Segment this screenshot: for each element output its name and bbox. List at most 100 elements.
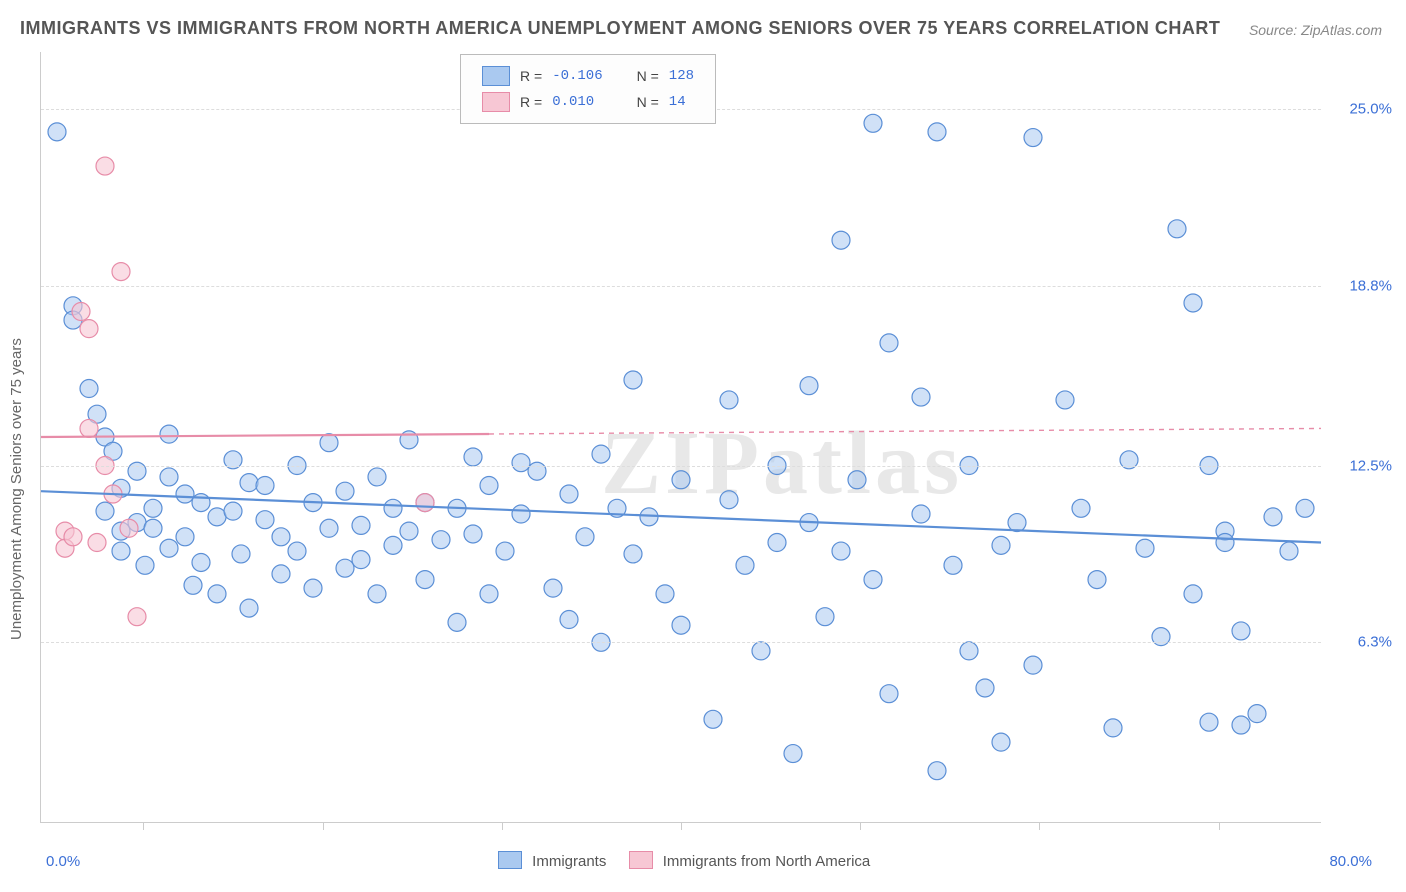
scatter-point [656, 585, 674, 603]
scatter-point [80, 380, 98, 398]
scatter-point [576, 528, 594, 546]
scatter-point [88, 534, 106, 552]
x-axis-max-label: 80.0% [1329, 853, 1372, 870]
scatter-point [160, 539, 178, 557]
scatter-point [272, 528, 290, 546]
source-attribution: Source: ZipAtlas.com [1249, 22, 1382, 38]
scatter-point [368, 468, 386, 486]
scatter-point [144, 499, 162, 517]
chart-title: IMMIGRANTS VS IMMIGRANTS FROM NORTH AMER… [20, 18, 1220, 39]
scatter-point [1296, 499, 1314, 517]
scatter-point [80, 320, 98, 338]
y-tick-label: 25.0% [1349, 101, 1392, 118]
scatter-point [592, 445, 610, 463]
x-tickmark [860, 822, 861, 830]
scatter-point [224, 502, 242, 520]
scatter-point [560, 485, 578, 503]
scatter-point [256, 511, 274, 529]
y-axis-label: Unemployment Among Seniors over 75 years [8, 338, 25, 640]
scatter-point [336, 559, 354, 577]
scatter-point [784, 745, 802, 763]
scatter-point [208, 585, 226, 603]
scatter-point [240, 599, 258, 617]
scatter-point [400, 522, 418, 540]
x-tickmark [1219, 822, 1220, 830]
scatter-point [80, 419, 98, 437]
scatter-point [1216, 534, 1234, 552]
x-tickmark [681, 822, 682, 830]
scatter-point [848, 471, 866, 489]
scatter-point [1184, 585, 1202, 603]
scatter-point [64, 528, 82, 546]
gridline [41, 642, 1321, 643]
stat-r-value: 0.010 [551, 91, 603, 113]
scatter-point [912, 388, 930, 406]
scatter-point [1232, 622, 1250, 640]
scatter-point [144, 519, 162, 537]
scatter-point [992, 536, 1010, 554]
scatter-point [912, 505, 930, 523]
scatter-point [736, 556, 754, 574]
scatter-point [672, 471, 690, 489]
scatter-point [288, 542, 306, 560]
scatter-point [1104, 719, 1122, 737]
scatter-point [136, 556, 154, 574]
scatter-point [992, 733, 1010, 751]
scatter-point [192, 553, 210, 571]
y-tick-label: 18.8% [1349, 277, 1392, 294]
gridline [41, 286, 1321, 287]
plot-svg [41, 52, 1321, 822]
scatter-point [1024, 656, 1042, 674]
legend-swatch-icon [482, 66, 510, 86]
scatter-point [1184, 294, 1202, 312]
stat-n-value: 14 [668, 91, 695, 113]
scatter-point [560, 611, 578, 629]
x-tickmark [143, 822, 144, 830]
scatter-point [496, 542, 514, 560]
scatter-point [336, 482, 354, 500]
stat-label: N = [636, 91, 660, 113]
scatter-point [960, 642, 978, 660]
scatter-point [864, 571, 882, 589]
scatter-point [304, 579, 322, 597]
legend-label: Immigrants from North America [663, 853, 871, 870]
stat-label: R = [519, 91, 543, 113]
scatter-point [832, 542, 850, 560]
scatter-point [48, 123, 66, 141]
scatter-point [240, 474, 258, 492]
scatter-point [112, 263, 130, 281]
gridline [41, 466, 1321, 467]
scatter-point [944, 556, 962, 574]
scatter-point [232, 545, 250, 563]
scatter-point [256, 476, 274, 494]
scatter-point [320, 434, 338, 452]
scatter-point [976, 679, 994, 697]
scatter-point [624, 371, 642, 389]
scatter-point [1056, 391, 1074, 409]
scatter-point [464, 448, 482, 466]
scatter-point [544, 579, 562, 597]
x-tickmark [502, 822, 503, 830]
legend-stats-row: R = -0.106 N = 128 [481, 65, 695, 87]
scatter-point [1248, 705, 1266, 723]
y-tick-label: 12.5% [1349, 457, 1392, 474]
scatter-point [160, 425, 178, 443]
scatter-point [96, 502, 114, 520]
scatter-point [752, 642, 770, 660]
trend-line-dashed [489, 428, 1321, 434]
scatter-point [320, 519, 338, 537]
scatter-point [624, 545, 642, 563]
scatter-point [880, 334, 898, 352]
scatter-point [272, 565, 290, 583]
plot-area: ZIPatlas [40, 52, 1321, 823]
scatter-point [800, 377, 818, 395]
scatter-point [1008, 514, 1026, 532]
scatter-point [384, 536, 402, 554]
scatter-point [448, 613, 466, 631]
scatter-point [864, 114, 882, 132]
stat-n-value: 128 [668, 65, 695, 87]
y-tick-label: 6.3% [1358, 634, 1392, 651]
scatter-point [184, 576, 202, 594]
scatter-point [96, 157, 114, 175]
scatter-point [432, 531, 450, 549]
